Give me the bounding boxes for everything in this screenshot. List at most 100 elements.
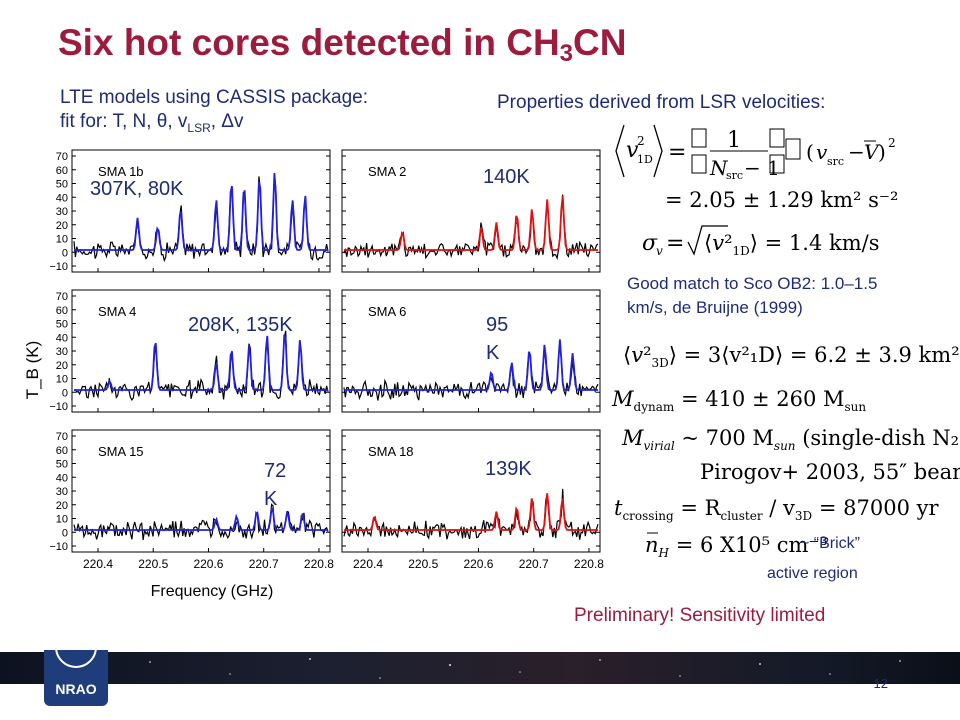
equation-t-crossing-v: / v	[769, 496, 795, 520]
equation-sigma-v-value: = 1.4 km/s	[764, 231, 880, 255]
temperature-label-sma4: 208K, 135K	[188, 314, 293, 336]
model-spectrum-line	[74, 173, 328, 251]
nrao-logo: NRAO	[44, 650, 108, 706]
y-tick-label: 50	[56, 319, 68, 331]
y-tick-label: 40	[56, 332, 68, 344]
svg-text:V: V	[864, 140, 881, 164]
svg-text:2: 2	[888, 136, 896, 150]
equation-t-crossing: tcrossing = Rcluster / v3D = 87000 yr	[614, 496, 939, 524]
equation-n-h-bar	[647, 532, 658, 534]
y-tick-label: 40	[56, 192, 68, 204]
spectrum-panel: SMA 2	[341, 149, 601, 273]
x-tick-label: 220.5	[408, 557, 438, 571]
svg-text:v: v	[816, 140, 828, 164]
panel-name: SMA 6	[368, 304, 406, 319]
slide-title: Six hot cores detected in CH3CN	[58, 22, 626, 68]
model-spectrum-line	[344, 493, 598, 531]
y-tick-label: 20	[56, 220, 68, 232]
footer-band: NRAO	[0, 650, 960, 706]
panel-name: SMA 2	[368, 164, 406, 179]
equation-m-virial-value: ~ 700 M	[681, 426, 774, 450]
y-tick-label: 0	[62, 247, 68, 259]
temperature-label-sma18: 139K	[485, 458, 532, 480]
x-tick-label: 220.7	[249, 557, 279, 571]
x-tick-label: 220.4	[83, 557, 113, 571]
model-spectrum-line	[74, 506, 328, 531]
y-axis-label: T_B (K)	[23, 341, 42, 400]
x-tick-label: 220.8	[574, 557, 604, 571]
active-region-note: active region	[767, 565, 858, 582]
y-tick-label: 20	[56, 360, 68, 372]
observed-spectrum-line	[343, 194, 599, 261]
y-tick-label: 60	[56, 445, 68, 457]
temperature-label-sma1b: 307K, 80K	[90, 178, 184, 200]
y-tick-label: 70	[56, 151, 68, 163]
nrao-logo-text: NRAO	[55, 681, 96, 697]
observed-spectrum-line	[73, 330, 329, 401]
x-tick-label: 220.5	[138, 557, 168, 571]
equation-n-h: nH = 6 X10⁵ cm⁻³	[645, 533, 828, 561]
equation-m-dynam-value: = 410 ± 260 M	[680, 387, 845, 411]
svg-text:(: (	[806, 140, 814, 164]
y-tick-label: 0	[62, 387, 68, 399]
svg-text:1D: 1D	[637, 153, 653, 166]
equation-n-h-value: = 6 X10⁵ cm⁻³	[675, 533, 828, 557]
temperature-label-sma6: 95 K	[486, 314, 509, 364]
y-tick-label: 10	[56, 234, 68, 246]
x-tick-label: 220.7	[519, 557, 549, 571]
svg-text:=: =	[668, 140, 686, 165]
y-tick-label: −10	[49, 261, 68, 273]
subtitle-line-1: LTE models using CASSIS package:	[60, 87, 369, 108]
panel-name: SMA 15	[98, 444, 144, 459]
spectrum-panel: 220.4 220.5 220.6 220.7 220.8 SMA 18	[341, 429, 604, 571]
equation-v1d-result: = 2.05 ± 1.29 km² s⁻²	[665, 188, 899, 212]
svg-text:− 1: − 1	[744, 156, 780, 180]
y-tick-label: 60	[56, 305, 68, 317]
svg-text:src: src	[827, 155, 844, 168]
svg-text:v: v	[656, 244, 663, 258]
y-tick-label: 70	[56, 431, 68, 443]
equation-m-dynam: Mdynam = 410 ± 260 Msun	[612, 387, 867, 415]
equation-t-crossing-r: = R	[680, 496, 721, 520]
svg-text:src: src	[726, 169, 743, 182]
equation-v3d: ⟨v²3D⟩ = 3⟨v²₁D⟩ = 6.2 ± 3.9 km² s⁻²	[623, 342, 960, 376]
y-tick-label: 0	[62, 527, 68, 539]
equation-v3d-value: = 3⟨v²₁D⟩ = 6.2 ± 3.9 km² s⁻²	[683, 343, 960, 367]
y-tick-label: 30	[56, 486, 68, 498]
svg-text:v: v	[626, 138, 639, 163]
preliminary-note: Preliminary! Sensitivity limited	[574, 605, 826, 626]
y-tick-label: 40	[56, 472, 68, 484]
y-tick-label: 30	[56, 206, 68, 218]
x-tick-label: 220.8	[304, 557, 334, 571]
y-tick-label: 70	[56, 291, 68, 303]
equation-m-virial: Mvirial ~ 700 Msun (single-dish N₂H⁺,	[622, 425, 960, 459]
spectra-figure: T_B (K) Frequency (GHz) 706050403020100−…	[23, 149, 604, 600]
model-spectrum-line	[74, 334, 328, 391]
x-tick-label: 220.4	[353, 557, 383, 571]
panel-name: SMA 18	[368, 444, 414, 459]
svg-text:−: −	[848, 140, 865, 164]
y-tick-label: 10	[56, 514, 68, 526]
subtitle-fit-text: fit for: T, N, θ, v	[60, 111, 188, 132]
observed-spectrum-line	[343, 488, 599, 540]
temperature-label-sma15: 72 K	[264, 460, 287, 510]
y-tick-label: −10	[49, 541, 68, 553]
model-spectrum-line	[344, 195, 598, 251]
equation-v1d-formula: v 2 1D = 1 N src − 1 ( v src − V ) 2	[615, 124, 896, 182]
equation-m-virial-note-2: Pirogov+ 2003, 55″ beam)	[700, 460, 960, 484]
brick-note: ~ “Brick”	[800, 535, 860, 552]
subtitle-line-2: fit for: T, N, θ, vLSR, Δv	[60, 110, 368, 140]
temperature-label-sma2: 140K	[483, 166, 530, 188]
match-note: Good match to Sco OB2: 1.0–1.5 km/s, de …	[627, 274, 878, 317]
x-tick-label: 220.6	[463, 557, 493, 571]
svg-text:σ: σ	[642, 231, 658, 256]
equation-sigma-v-body: ⟨v²1D⟩ = 1.4 km/s	[704, 231, 880, 259]
svg-text:1: 1	[727, 128, 741, 153]
subtitle-dv: , Δv	[210, 111, 244, 132]
page-number: 12	[873, 676, 888, 691]
subtitle: LTE models using CASSIS package: fit for…	[60, 86, 368, 140]
equation-sigma-v-lhs: σ v =	[642, 225, 728, 258]
